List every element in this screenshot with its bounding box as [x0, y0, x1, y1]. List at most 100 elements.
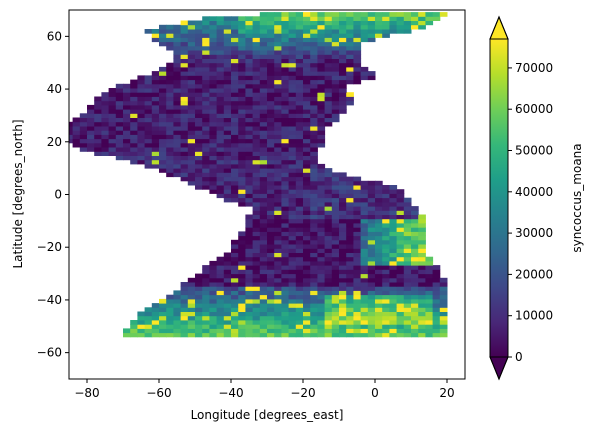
heatmap-cell	[295, 37, 304, 43]
heatmap-cell	[360, 218, 369, 224]
heatmap-cell	[245, 24, 254, 30]
heatmap-cell	[144, 138, 153, 144]
heatmap-cell	[216, 282, 225, 287]
heatmap-cell	[195, 117, 203, 123]
heatmap-cell	[180, 41, 189, 47]
heatmap-cell	[238, 54, 246, 59]
heatmap-cell	[389, 303, 398, 308]
heatmap-cell	[238, 16, 246, 21]
heatmap-cell	[288, 83, 297, 89]
heatmap-cell	[209, 185, 218, 190]
heatmap-cell	[223, 273, 232, 279]
heatmap-cell	[274, 142, 282, 148]
heatmap-cell	[245, 235, 254, 241]
heatmap-cell	[173, 172, 182, 178]
heatmap-cell	[223, 256, 232, 262]
heatmap-cell	[353, 277, 362, 283]
heatmap-cell	[418, 311, 426, 317]
heatmap-cell	[288, 62, 297, 68]
heatmap-cell	[259, 121, 268, 127]
heatmap-cell	[324, 282, 333, 287]
heatmap-cell	[324, 96, 333, 102]
heatmap-cell	[346, 265, 354, 270]
heatmap-cell	[382, 223, 390, 228]
heatmap-cell	[173, 134, 182, 140]
heatmap-cell	[180, 286, 189, 291]
heatmap-cell	[223, 155, 232, 161]
heatmap-cell	[425, 320, 434, 325]
heatmap-cell	[231, 121, 239, 127]
heatmap-cell	[317, 235, 326, 241]
heatmap-cell	[267, 290, 275, 296]
heatmap-cell	[216, 298, 225, 304]
heatmap-cell	[331, 189, 340, 194]
heatmap-cell	[331, 210, 340, 215]
heatmap-cell	[324, 62, 333, 68]
heatmap-cell	[346, 320, 354, 325]
heatmap-cell	[187, 180, 196, 186]
heatmap-cell	[252, 29, 261, 34]
heatmap-cell	[389, 235, 398, 241]
heatmap-cell	[238, 244, 246, 249]
heatmap-cell	[187, 71, 196, 76]
heatmap-cell	[252, 83, 261, 89]
heatmap-cell	[274, 62, 282, 68]
heatmap-cell	[195, 180, 203, 186]
heatmap-cell	[360, 33, 369, 38]
heatmap-cell	[259, 83, 268, 89]
heatmap-cell	[166, 328, 174, 334]
heatmap-cell	[108, 109, 117, 114]
heatmap-cell	[439, 332, 448, 338]
heatmap-cell	[418, 256, 426, 262]
heatmap-cell	[72, 121, 81, 127]
heatmap-cell	[403, 328, 412, 334]
heatmap-cell	[159, 138, 167, 144]
heatmap-cell	[288, 201, 297, 207]
heatmap-cell	[418, 218, 426, 224]
heatmap-cell	[267, 265, 275, 270]
heatmap-cell	[339, 307, 347, 312]
heatmap-cell	[187, 298, 196, 304]
heatmap-cell	[303, 252, 311, 258]
heatmap-cell	[195, 168, 203, 173]
heatmap-cell	[216, 66, 225, 72]
heatmap-cell	[339, 235, 347, 241]
heatmap-cell	[411, 286, 419, 291]
heatmap-cell	[180, 33, 189, 38]
heatmap-cell	[360, 298, 369, 304]
heatmap-cell	[425, 286, 434, 291]
heatmap-cell	[295, 45, 304, 51]
heatmap-cell	[223, 134, 232, 140]
heatmap-cell	[173, 88, 182, 93]
heatmap-cell	[281, 294, 290, 300]
heatmap-cell	[101, 96, 110, 102]
heatmap-cell	[346, 235, 354, 241]
heatmap-cell	[310, 248, 318, 253]
heatmap-cell	[151, 315, 160, 321]
heatmap-cell	[288, 197, 297, 203]
heatmap-cell	[151, 303, 160, 308]
heatmap-cell	[418, 290, 426, 296]
heatmap-cell	[324, 210, 333, 215]
heatmap-cell	[195, 147, 203, 152]
heatmap-cell	[389, 256, 398, 262]
heatmap-cell	[187, 92, 196, 97]
heatmap-cell	[245, 29, 254, 34]
heatmap-cell	[216, 109, 225, 114]
heatmap-cell	[295, 155, 304, 161]
heatmap-cell	[180, 96, 189, 102]
heatmap-cell	[303, 260, 311, 266]
heatmap-cell	[303, 227, 311, 232]
heatmap-cell	[209, 62, 218, 68]
heatmap-cell	[310, 163, 318, 169]
heatmap-cell	[346, 294, 354, 300]
heatmap-cell	[252, 252, 261, 258]
heatmap-cell	[403, 252, 412, 258]
heatmap-cell	[159, 109, 167, 114]
heatmap-cell	[252, 79, 261, 85]
heatmap-cell	[166, 294, 174, 300]
heatmap-cell	[115, 155, 124, 161]
heatmap-cell	[166, 307, 174, 312]
heatmap-cell	[303, 172, 311, 178]
